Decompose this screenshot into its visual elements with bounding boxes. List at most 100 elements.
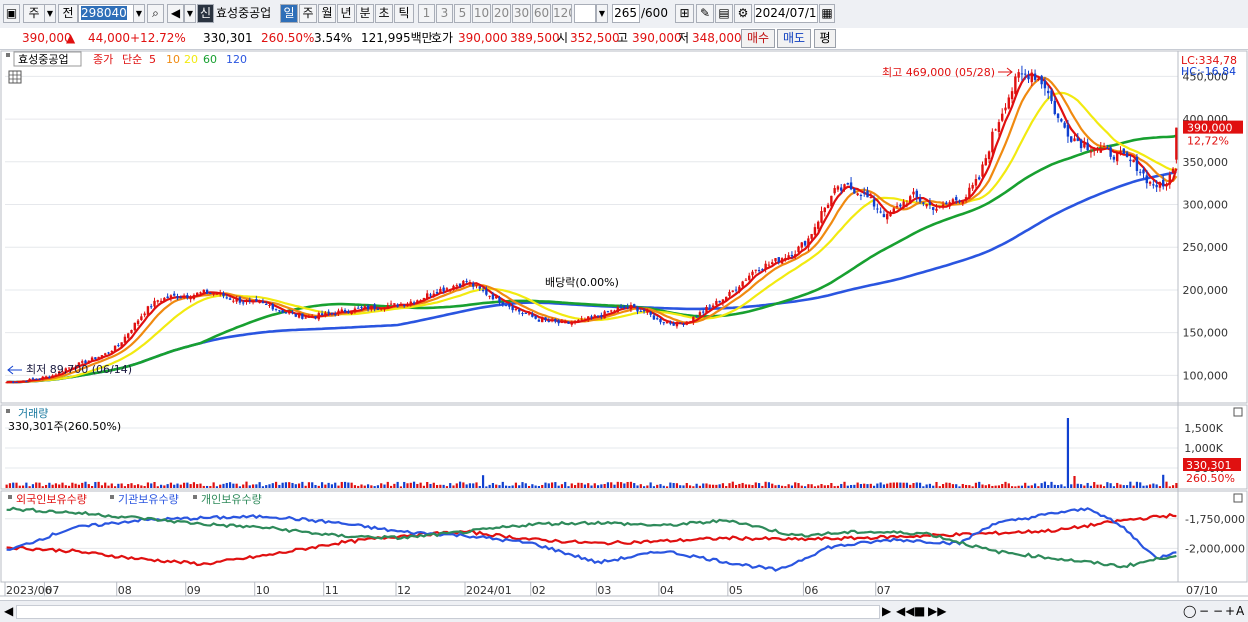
candle-body xyxy=(393,303,396,305)
volume-bar xyxy=(383,484,386,488)
candle-body xyxy=(807,238,810,248)
interval-custom-input[interactable] xyxy=(574,4,596,23)
settings-icon[interactable]: ⚙ xyxy=(734,4,752,23)
volume-bar xyxy=(675,483,679,488)
volume-bar xyxy=(639,484,642,488)
volume-bar xyxy=(524,483,527,488)
tab-tick[interactable]: 틱 xyxy=(394,4,414,23)
period-dropdown-icon[interactable]: ▼ xyxy=(44,4,56,23)
candle-body xyxy=(836,186,840,190)
candle-body xyxy=(44,376,48,378)
interval-10[interactable]: 10 xyxy=(472,4,491,23)
stop-icon[interactable]: ■ xyxy=(914,604,926,618)
candle-body xyxy=(235,298,238,302)
candle-body xyxy=(570,322,573,325)
window-menu-icon[interactable]: ▣ xyxy=(3,4,20,23)
interval-1[interactable]: 1 xyxy=(418,4,435,23)
x-tick-label: 03 xyxy=(597,584,611,597)
interval-dropdown-icon[interactable]: ▼ xyxy=(596,4,608,23)
zoom-out-icon[interactable]: − xyxy=(1199,604,1210,618)
candle-body xyxy=(629,304,633,310)
zoom-reset-icon[interactable]: ◯ xyxy=(1183,604,1197,618)
volume-bar xyxy=(692,486,695,488)
speaker-dropdown-icon[interactable]: ▼ xyxy=(184,4,196,23)
interval-5[interactable]: 5 xyxy=(454,4,471,23)
candle-body xyxy=(153,300,156,307)
chart-scroll-bar[interactable]: ◀ ▶ ◀◀ ■ ▶▶ ◯ − − + A xyxy=(0,600,1248,622)
interval-3[interactable]: 3 xyxy=(436,4,453,23)
tab-month[interactable]: 월 xyxy=(318,4,336,23)
low-label: 저 xyxy=(678,31,690,45)
holdings-legend-2: 개인보유수량 xyxy=(201,493,262,506)
scroll-left-icon[interactable]: ◀ xyxy=(4,604,14,618)
volume-bar xyxy=(1155,484,1158,488)
tab-day[interactable]: 일 xyxy=(280,4,298,23)
hc-label: HC:-16,84 xyxy=(1181,65,1236,78)
candle-body xyxy=(928,202,932,205)
zoom-out-alt-icon[interactable]: − xyxy=(1213,604,1224,618)
speaker-icon[interactable]: ◀ xyxy=(167,4,184,23)
scroll-right-icon[interactable]: ▶ xyxy=(882,604,892,618)
candle-body xyxy=(1106,147,1109,149)
interval-30[interactable]: 30 xyxy=(512,4,531,23)
candle-body xyxy=(127,333,130,338)
interval-120[interactable]: 120 xyxy=(552,4,572,23)
volume-bar xyxy=(583,484,587,488)
candle-body xyxy=(110,351,113,353)
volume-bar xyxy=(110,483,113,488)
volume-bar xyxy=(199,483,202,488)
eval-button[interactable]: 평 xyxy=(814,29,836,48)
stock-code-dropdown-icon[interactable]: ▼ xyxy=(133,4,145,23)
interval-60[interactable]: 60 xyxy=(532,4,551,23)
volume-bar xyxy=(97,481,100,488)
calendar-icon[interactable]: ▦ xyxy=(819,4,835,23)
forward-icon[interactable]: ▶▶ xyxy=(928,604,947,618)
holdings-tick-label: -1,750,000 xyxy=(1185,513,1245,526)
count-input[interactable]: 265 xyxy=(612,4,640,23)
price-pane[interactable]: 100,000 150,000 200,000 250,000 300,000 350,0… xyxy=(0,50,1248,404)
legend-name-box xyxy=(13,51,82,67)
volume-bar xyxy=(521,482,524,488)
volume-bar xyxy=(659,484,662,488)
candle-body xyxy=(1125,152,1129,158)
volume-bar xyxy=(738,483,741,488)
candle-body xyxy=(81,361,84,363)
market-select[interactable]: 전 xyxy=(58,4,78,23)
save-icon[interactable]: ▤ xyxy=(715,4,733,23)
zoom-in-icon[interactable]: + xyxy=(1225,604,1236,618)
volume-bar xyxy=(215,486,219,488)
interval-20[interactable]: 20 xyxy=(492,4,511,23)
candle-body xyxy=(462,280,465,287)
candle-body xyxy=(1096,149,1099,151)
volume-bar xyxy=(291,482,294,488)
scroll-track[interactable] xyxy=(16,605,880,619)
volume-bar xyxy=(711,484,715,488)
period-select[interactable]: 주 xyxy=(23,4,45,23)
tab-year[interactable]: 년 xyxy=(337,4,355,23)
rewind-icon[interactable]: ◀◀ xyxy=(896,604,915,618)
font-size-icon[interactable]: A xyxy=(1236,604,1245,618)
chart-type-icon[interactable]: ⊞ xyxy=(675,4,694,23)
holdings-pane[interactable]: -1,750,000 -2,000,000 외국인보유수량 기관보유수량 개인보유수량 xyxy=(0,490,1248,583)
draw-tool-icon[interactable]: ✎ xyxy=(696,4,714,23)
volume-bar xyxy=(754,482,757,488)
search-icon[interactable]: ⌕ xyxy=(147,4,164,23)
tab-minute[interactable]: 분 xyxy=(356,4,374,23)
candle-body xyxy=(38,378,41,380)
buy-button[interactable]: 매수 xyxy=(741,29,775,48)
stock-code-input[interactable]: 298040 xyxy=(78,4,134,23)
volume-bar xyxy=(787,484,790,488)
candle-body xyxy=(593,315,596,318)
candle-body xyxy=(803,241,807,246)
sell-button[interactable]: 매도 xyxy=(777,29,811,48)
volume-bar xyxy=(941,484,945,488)
volume-bar xyxy=(698,485,702,488)
volume-bar xyxy=(449,483,452,488)
date-input[interactable]: 2024/07/10 xyxy=(754,4,818,23)
volume-pane[interactable]: 500K1,000K1,500K거래량330,301주(260.50%)330,… xyxy=(0,404,1248,490)
volume-bar xyxy=(48,482,51,488)
volume-bar xyxy=(123,486,127,488)
tab-week[interactable]: 주 xyxy=(299,4,317,23)
chart-area[interactable]: 100,000 150,000 200,000 250,000 300,000 350,0… xyxy=(0,50,1248,600)
tab-second[interactable]: 초 xyxy=(375,4,393,23)
